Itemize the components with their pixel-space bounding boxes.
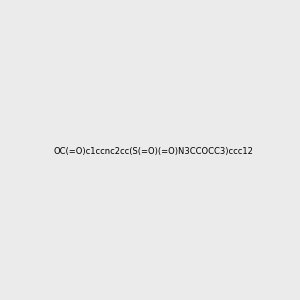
- Text: OC(=O)c1ccnc2cc(S(=O)(=O)N3CCOCC3)ccc12: OC(=O)c1ccnc2cc(S(=O)(=O)N3CCOCC3)ccc12: [54, 147, 254, 156]
